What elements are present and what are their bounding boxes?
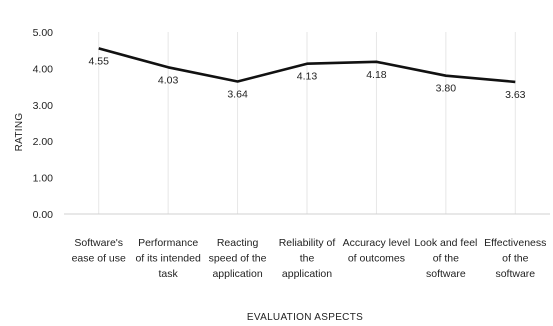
data-label: 4.03 bbox=[158, 74, 179, 86]
y-tick-label: 5.00 bbox=[33, 27, 54, 39]
y-tick-label: 2.00 bbox=[33, 136, 54, 148]
data-label: 3.80 bbox=[436, 83, 457, 95]
data-labels: 4.55 4.03 3.64 4.13 4.18 3.80 3.63 bbox=[88, 55, 525, 100]
y-tick-label: 1.00 bbox=[33, 173, 54, 185]
y-axis: 0.00 1.00 2.00 3.00 4.00 5.00 bbox=[33, 27, 54, 221]
x-tick-label: Effectiveness of the software bbox=[484, 237, 546, 280]
data-label: 3.64 bbox=[227, 89, 248, 101]
grid-lines bbox=[98, 32, 516, 214]
x-axis: Software's ease of use Performance of its i… bbox=[72, 237, 547, 280]
x-tick-label: Software's ease of use bbox=[72, 237, 126, 265]
x-tick-label: Reliability of the application bbox=[279, 237, 336, 280]
data-label: 4.55 bbox=[88, 55, 109, 67]
data-label: 3.63 bbox=[505, 89, 526, 101]
x-tick-label: Performance of its intended task bbox=[135, 237, 201, 280]
x-tick-label: Reacting speed of the application bbox=[209, 237, 267, 280]
series-line bbox=[98, 47, 516, 84]
y-tick-label: 0.00 bbox=[33, 209, 54, 221]
x-tick-label: Accuracy level of outcomes bbox=[343, 237, 411, 265]
y-axis-title: RATING bbox=[14, 113, 25, 152]
data-label: 4.13 bbox=[297, 71, 318, 83]
data-label: 4.18 bbox=[366, 69, 387, 81]
y-tick-label: 4.00 bbox=[33, 63, 54, 75]
x-axis-title: EVALUATION ASPECTS bbox=[247, 312, 363, 323]
x-tick-label: Look and feel of the software bbox=[414, 237, 477, 280]
y-tick-label: 3.00 bbox=[33, 100, 54, 112]
